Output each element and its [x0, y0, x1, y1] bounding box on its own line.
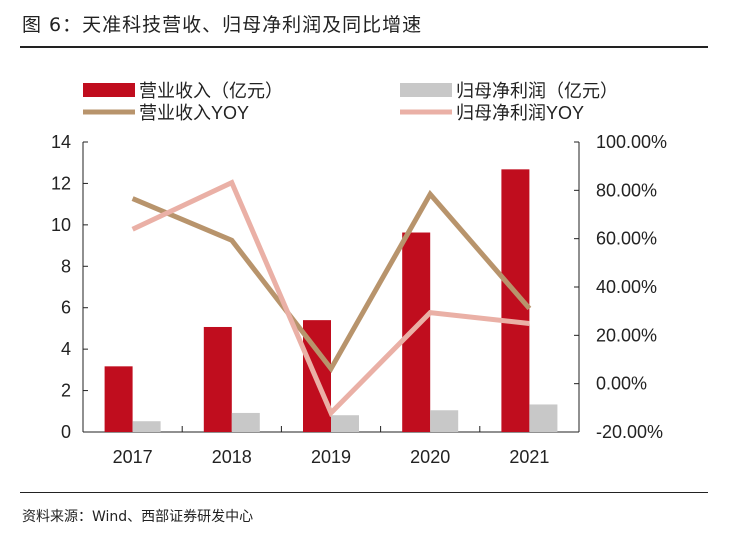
left-tick-label: 12: [51, 173, 71, 193]
chart: 0 2 4 6 8 10 12 14 -20.00% 0.00% 20.00% 40.00% 60.00…: [51, 81, 667, 467]
legend-swatch: [83, 83, 135, 97]
line-net-profit-yoy: [131, 179, 530, 418]
left-tick-label: 10: [51, 215, 71, 235]
legend-label: 归母净利润（亿元）: [456, 81, 618, 101]
bar-revenue: [104, 366, 133, 432]
right-tick-label: 60.00%: [596, 229, 657, 249]
bar-net-profit: [231, 412, 260, 432]
legend-label: 营业收入YOY: [139, 103, 249, 123]
left-tick-label: 0: [61, 422, 71, 442]
right-tick-label: -20.00%: [596, 422, 663, 442]
x-tick-label: 2020: [410, 447, 450, 467]
line-revenue-yoy: [131, 189, 532, 374]
right-tick-label: 100.00%: [596, 132, 667, 152]
left-tick-label: 6: [61, 298, 71, 318]
left-tick-label: 2: [61, 381, 71, 401]
right-tick-label: 40.00%: [596, 277, 657, 297]
bar-revenue: [402, 232, 431, 432]
legend-label: 营业收入（亿元）: [139, 81, 283, 101]
chart-title: 图 6：天准科技营收、归母净利润及同比增速: [22, 14, 423, 36]
right-tick-label: 20.00%: [596, 325, 657, 345]
legend-swatch: [400, 83, 452, 97]
x-tick-label: 2019: [311, 447, 351, 467]
legend-label: 归母净利润YOY: [456, 103, 584, 123]
right-tick-label: 0.00%: [596, 374, 647, 394]
bar-net-profit: [331, 415, 359, 432]
source-note: 资料来源：Wind、西部证券研发中心: [22, 509, 254, 525]
top-rule: [20, 46, 708, 48]
x-tick-label: 2018: [212, 447, 252, 467]
bar-net-profit: [430, 410, 459, 432]
left-tick-label: 8: [61, 256, 71, 276]
x-tick-label: 2017: [113, 447, 153, 467]
left-tick-label: 14: [51, 132, 71, 152]
left-tick-label: 4: [61, 339, 71, 359]
right-tick-label: 80.00%: [596, 180, 657, 200]
bottom-rule: [20, 492, 708, 493]
bar-revenue: [203, 326, 232, 432]
bar-net-profit: [529, 404, 558, 432]
bar-net-profit: [132, 421, 161, 432]
x-tick-label: 2021: [509, 447, 549, 467]
